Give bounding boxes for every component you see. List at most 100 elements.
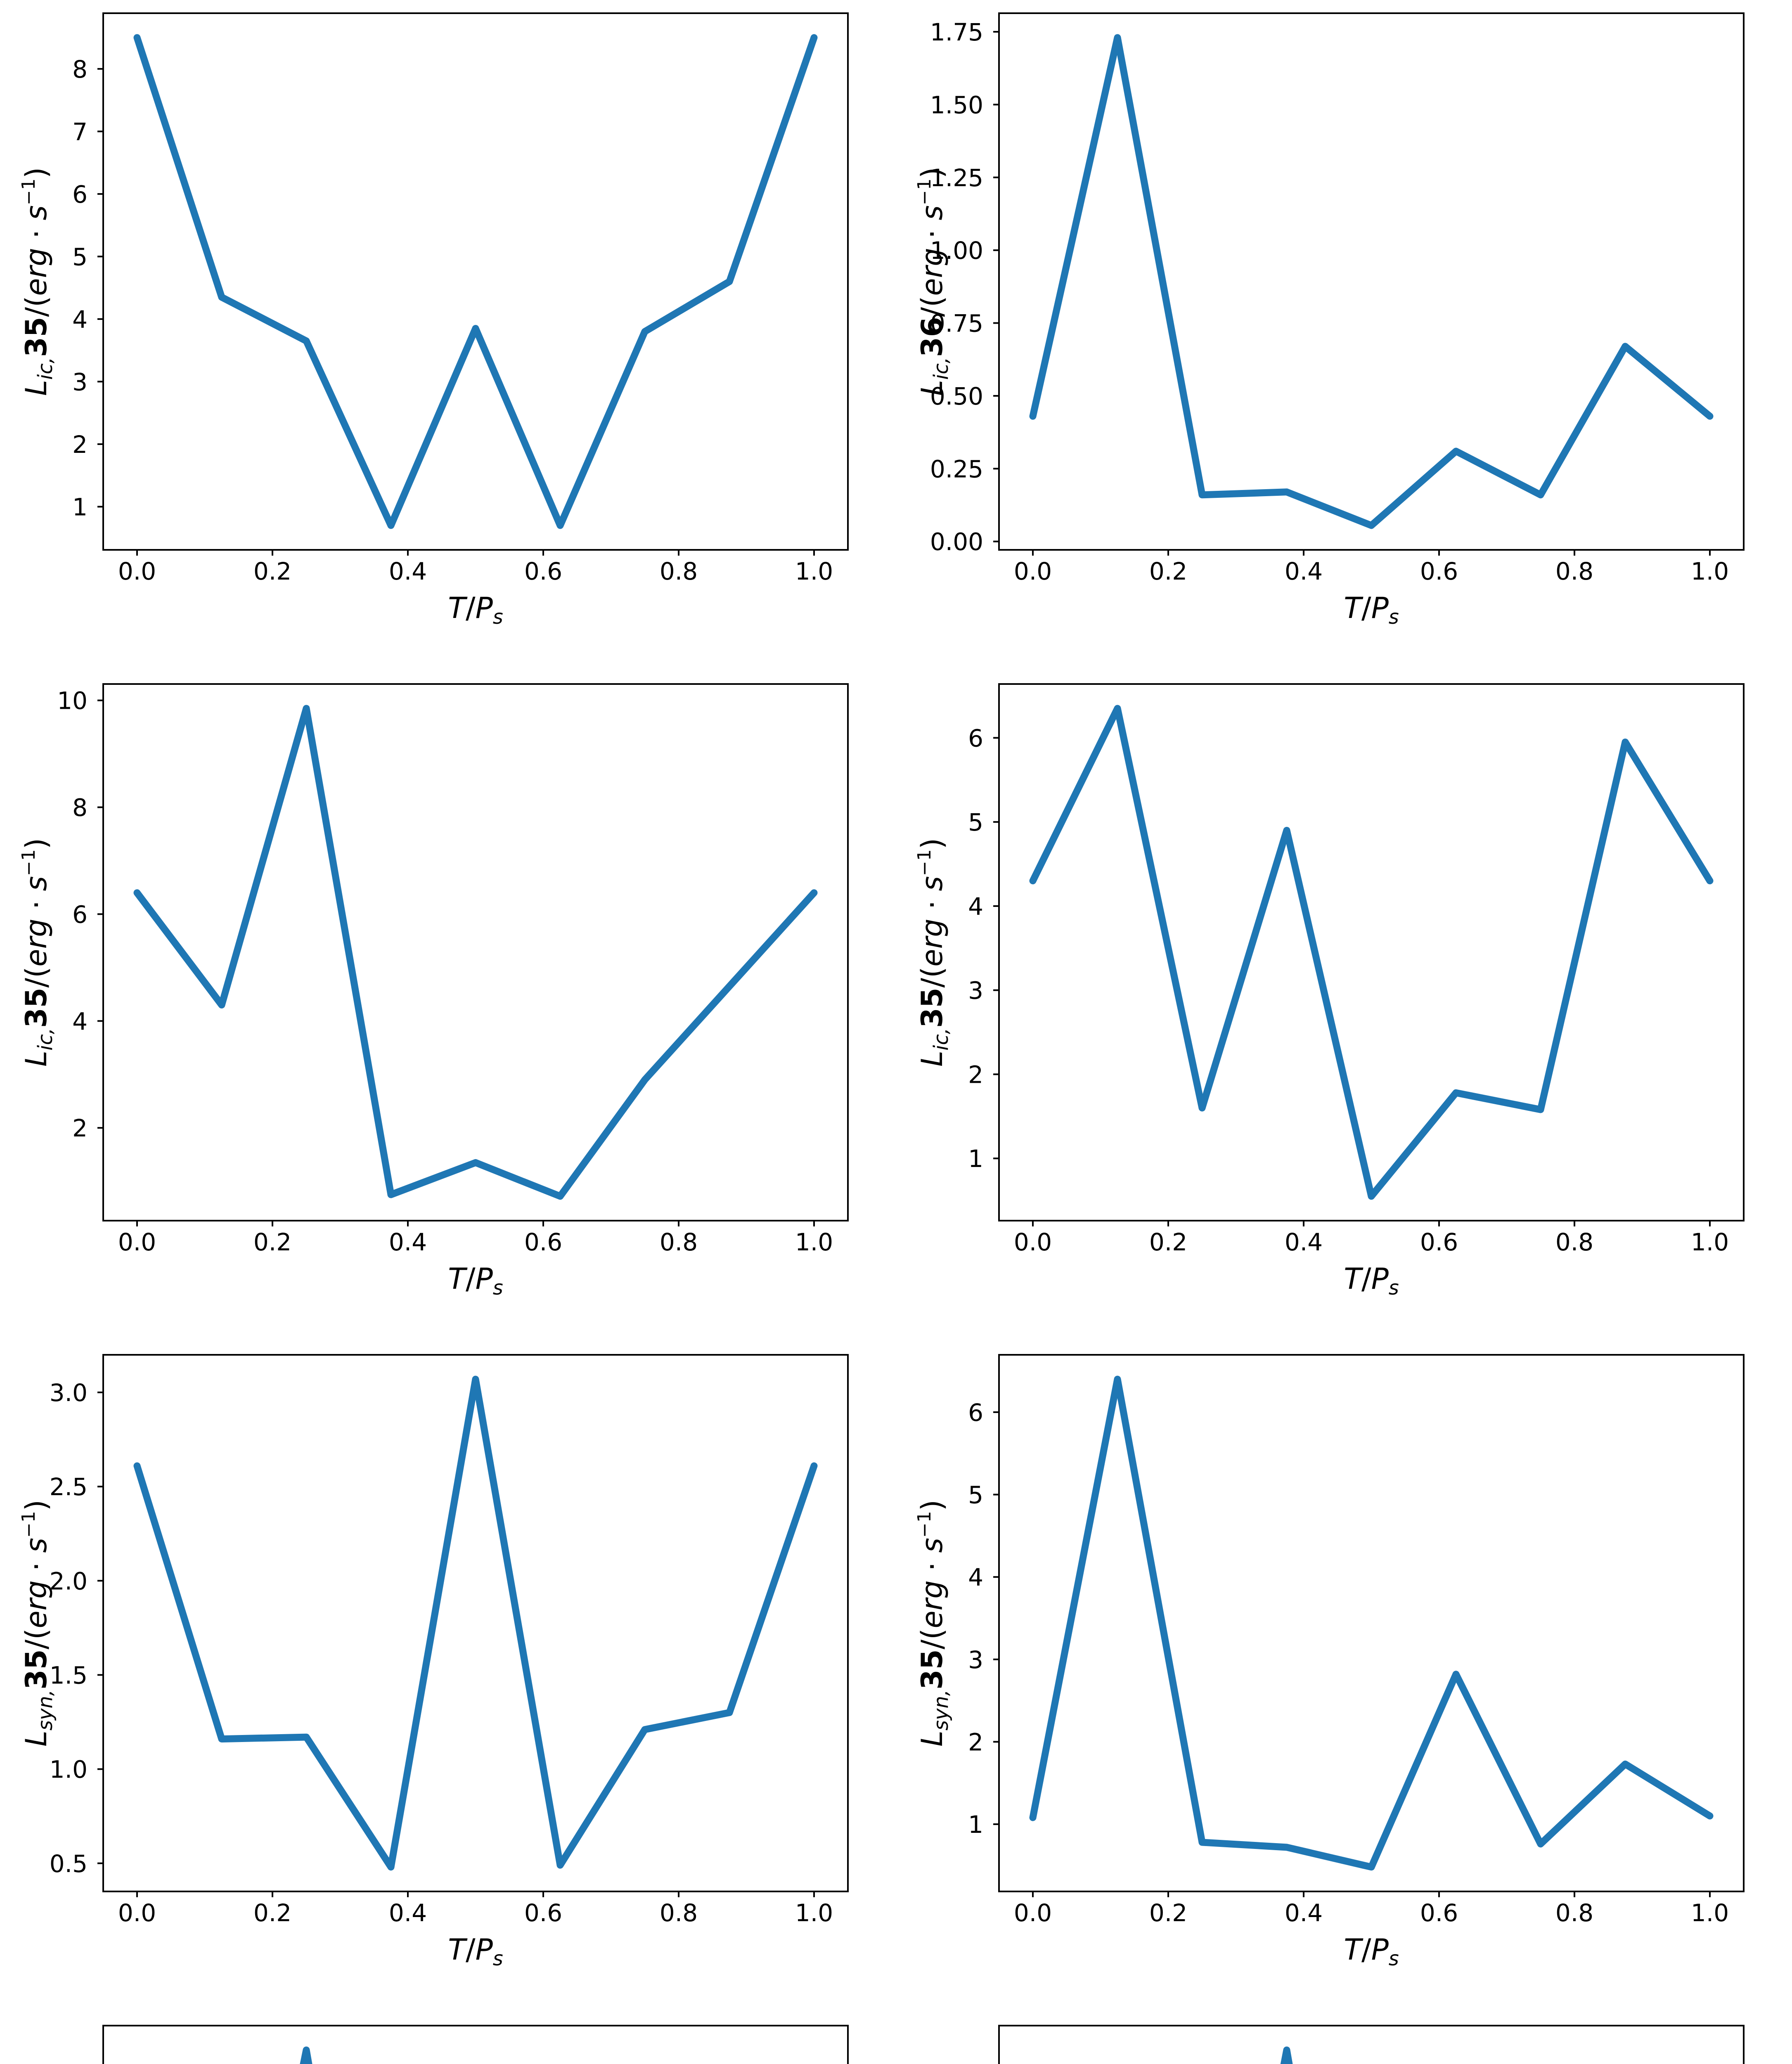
y-tick-label: 6: [968, 724, 983, 752]
data-line: [133, 705, 818, 1200]
y-axis-ticks: 1 2 3 4 5 6: [968, 724, 999, 1173]
x-tick-label: 0.0: [118, 1228, 156, 1256]
y-axis-label: Lsyn,35/(erg · s−1): [18, 1500, 57, 1747]
x-tick-label: 0.4: [389, 1899, 427, 1927]
y-axis-label: Lic,36/(erg · s−1): [914, 167, 953, 396]
y-tick-label: 1: [968, 1811, 983, 1839]
x-tick-label: 0.4: [389, 557, 427, 585]
x-tick-label: 0.8: [660, 1228, 698, 1256]
x-tick-label: 0.6: [524, 1228, 562, 1256]
data-line: [133, 34, 818, 529]
x-axis-label: T/Ps: [448, 1933, 503, 1970]
x-tick-label: 0.6: [1420, 1899, 1458, 1927]
y-tick-label: 7: [72, 118, 88, 146]
y-tick-label: 2: [72, 1114, 88, 1142]
y-tick-label: 1: [72, 493, 88, 521]
plot-border: [998, 2025, 1745, 2064]
y-axis-label: Lic,35/(erg · s−1): [18, 167, 57, 396]
x-axis-label: T/Ps: [1344, 591, 1399, 629]
x-tick-label: 0.2: [1149, 1228, 1187, 1256]
x-tick-label: 0.8: [660, 1899, 698, 1927]
y-tick-label: 0.50: [930, 382, 983, 410]
data-line: [1029, 34, 1714, 529]
y-axis-ticks: 1 2 3 4 5 6 7 8: [72, 55, 103, 521]
x-tick-label: 1.0: [1691, 1228, 1729, 1256]
chart-canvas-row3-col1: 0.0 0.2 0.4 0.6 0.8 1.0 0.5 1.0 1.5 2.0 2.5 3.0 T/Ps…: [18, 1354, 849, 1970]
y-tick-label: 3: [72, 368, 88, 396]
y-tick-label: 8: [72, 55, 88, 83]
y-tick-label: 1: [968, 1145, 983, 1173]
plot-border: [102, 1354, 849, 1892]
y-axis-label: Lic,35/(erg · s−1): [18, 838, 57, 1067]
x-tick-label: 0.6: [1420, 557, 1458, 585]
x-axis-ticks: 0.0 0.2 0.4 0.6 0.8 1.0: [1014, 1221, 1729, 1256]
y-tick-label: 1.25: [930, 164, 983, 192]
y-tick-label: 0.25: [930, 455, 983, 483]
data-line: [1029, 1375, 1714, 1871]
y-tick-label: 5: [72, 243, 88, 271]
chart-canvas-row1-col1: 0.0 0.2 0.4 0.6 0.8 1.0 1 2 3 4 5 6 7 8 T/Ps Lic,35/(er…: [18, 12, 849, 629]
subplot-row1-col1: 0.0 0.2 0.4 0.6 0.8 1.0 1 2 3 4 5 6 7 8 T/Ps Lic,35/(er…: [0, 0, 896, 671]
x-tick-label: 0.0: [118, 1899, 156, 1927]
subplot-row2-col1: 0.0 0.2 0.4 0.6 0.8 1.0 2 4 6 8 10 T/Ps Lic,35/(erg …: [0, 671, 896, 1342]
x-tick-label: 1.0: [1691, 1899, 1729, 1927]
x-tick-label: 0.4: [1285, 1228, 1323, 1256]
y-tick-label: 2: [72, 431, 88, 459]
y-tick-label: 10: [57, 687, 88, 715]
x-tick-label: 0.2: [253, 1899, 291, 1927]
y-axis-label: Lsyn,35/(erg · s−1): [914, 1500, 953, 1747]
x-tick-label: 0.8: [1555, 1228, 1593, 1256]
x-tick-label: 0.8: [1555, 1899, 1593, 1927]
plot-border: [102, 683, 849, 1221]
y-tick-label: 1.0: [50, 1756, 88, 1784]
y-tick-label: 2: [968, 1060, 983, 1089]
x-tick-label: 0.4: [1285, 1899, 1323, 1927]
subplot-row2-col2: 0.0 0.2 0.4 0.6 0.8 1.0 1 2 3 4 5 6 T/Ps Lic,35/(erg …: [896, 671, 1792, 1342]
x-tick-label: 0.8: [660, 557, 698, 585]
y-tick-label: 0.75: [930, 310, 983, 338]
y-tick-label: 3.0: [50, 1379, 88, 1407]
y-tick-label: 1.75: [930, 18, 983, 46]
y-axis-ticks: 2 4 6 8 10: [57, 687, 103, 1142]
chart-canvas-row4-col2: 0.00.20.40.60.81.00.51.01.52.02.53.0T/Ps…: [998, 2025, 1745, 2064]
x-tick-label: 0.2: [1149, 1899, 1187, 1927]
x-tick-label: 1.0: [795, 1228, 833, 1256]
y-tick-label: 4: [968, 1563, 983, 1591]
x-axis-ticks: 0.0 0.2 0.4 0.6 0.8 1.0: [118, 1221, 833, 1256]
subplot-row3-col2: 0.0 0.2 0.4 0.6 0.8 1.0 1 2 3 4 5 6 T/Ps Lsyn,35/(erg…: [896, 1342, 1792, 2012]
x-axis-label: T/Ps: [1344, 1262, 1399, 1299]
data-line: [300, 2046, 312, 2064]
x-axis-ticks: 0.0 0.2 0.4 0.6 0.8 1.0: [1014, 1891, 1729, 1927]
plot-border: [998, 1354, 1745, 1892]
y-tick-label: 1.00: [930, 237, 983, 265]
x-axis-ticks: 0.0 0.2 0.4 0.6 0.8 1.0: [118, 1891, 833, 1927]
x-tick-label: 0.0: [1014, 1228, 1052, 1256]
x-tick-label: 0.4: [1285, 557, 1323, 585]
x-tick-label: 1.0: [795, 557, 833, 585]
x-tick-label: 0.6: [524, 1899, 562, 1927]
y-tick-label: 6: [72, 180, 88, 208]
y-tick-label: 6: [72, 900, 88, 928]
x-tick-label: 1.0: [1691, 557, 1729, 585]
y-tick-label: 3: [968, 977, 983, 1005]
y-tick-label: 4: [72, 1007, 88, 1035]
data-line: [1280, 2046, 1293, 2064]
y-tick-label: 4: [968, 892, 983, 921]
x-tick-label: 0.0: [118, 557, 156, 585]
x-tick-label: 0.0: [1014, 1899, 1052, 1927]
x-axis-ticks: 0.0 0.2 0.4 0.6 0.8 1.0: [1014, 550, 1729, 585]
x-tick-label: 0.0: [1014, 557, 1052, 585]
x-tick-label: 0.8: [1555, 557, 1593, 585]
y-tick-label: 2.0: [50, 1567, 88, 1595]
y-tick-label: 1.50: [930, 91, 983, 119]
y-tick-label: 0.00: [930, 528, 983, 556]
y-tick-label: 5: [968, 1481, 983, 1509]
x-tick-label: 1.0: [795, 1899, 833, 1927]
y-tick-label: 5: [968, 808, 983, 836]
plot-border: [998, 683, 1745, 1221]
y-tick-label: 3: [968, 1646, 983, 1674]
y-tick-label: 2: [968, 1728, 983, 1756]
y-tick-label: 8: [72, 794, 88, 822]
